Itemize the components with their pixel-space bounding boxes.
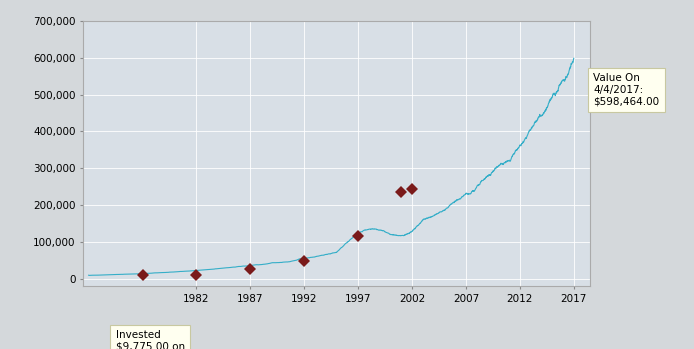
Text: Invested
$9,775.00 on
1/3/1972: Invested $9,775.00 on 1/3/1972	[116, 331, 185, 349]
Text: Value On
4/4/2017:
$598,464.00: Value On 4/4/2017: $598,464.00	[593, 73, 659, 106]
